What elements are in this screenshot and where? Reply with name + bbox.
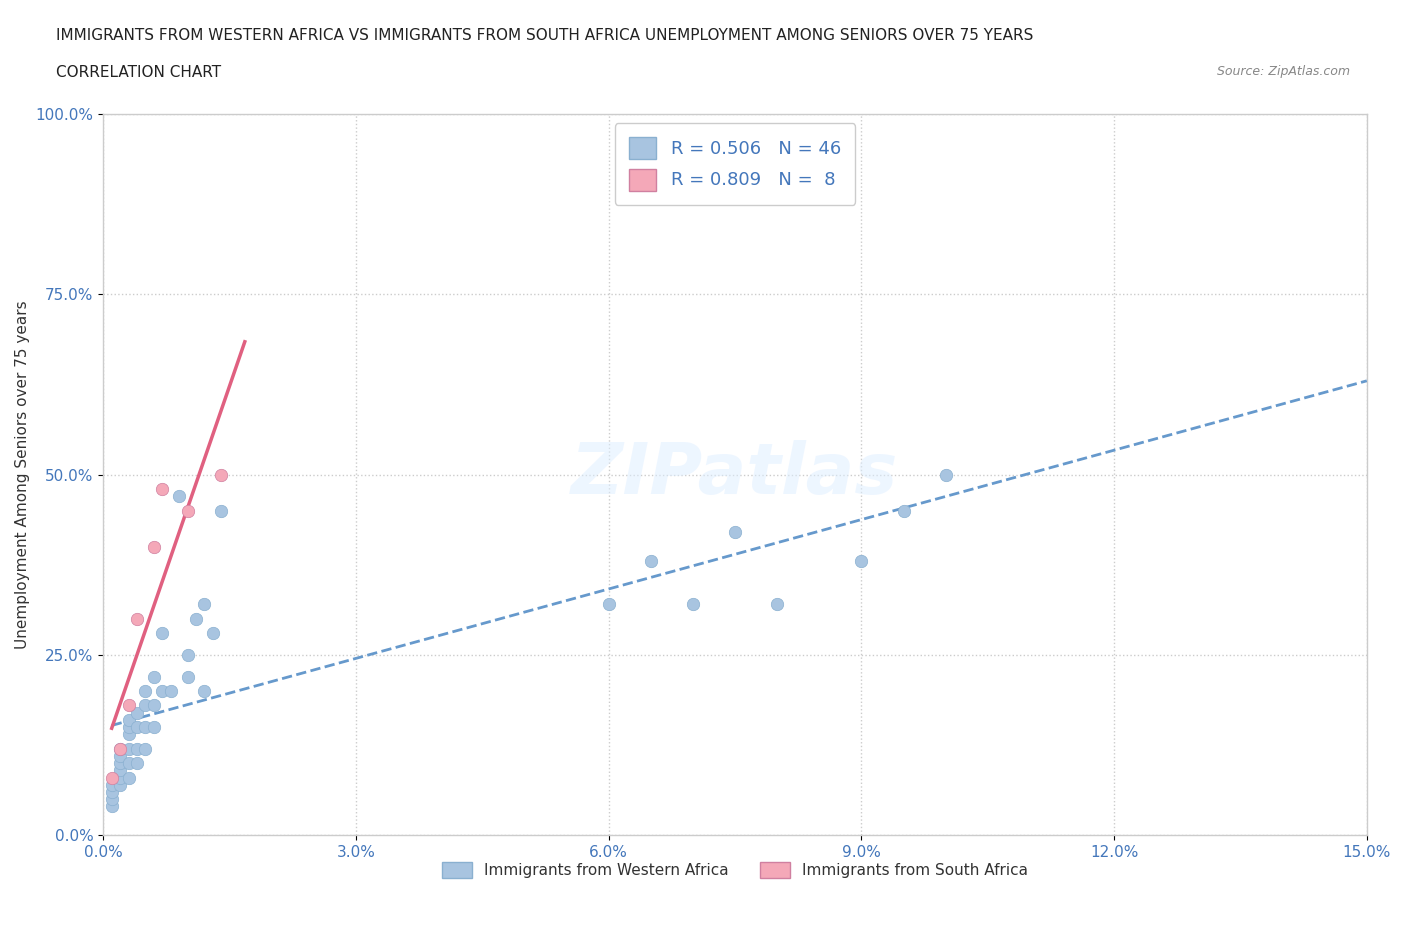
- Point: [724, 525, 747, 539]
- Point: [117, 727, 139, 742]
- Point: [100, 777, 122, 792]
- Point: [935, 467, 957, 482]
- Text: CORRELATION CHART: CORRELATION CHART: [56, 65, 221, 80]
- Point: [176, 670, 198, 684]
- Y-axis label: Unemployment Among Seniors over 75 years: Unemployment Among Seniors over 75 years: [15, 300, 30, 649]
- Point: [159, 684, 181, 698]
- Legend: Immigrants from Western Africa, Immigrants from South Africa: Immigrants from Western Africa, Immigran…: [441, 862, 1028, 878]
- Point: [125, 705, 148, 720]
- Point: [142, 720, 165, 735]
- Point: [134, 720, 156, 735]
- Point: [100, 791, 122, 806]
- Point: [598, 597, 620, 612]
- Point: [134, 741, 156, 756]
- Text: IMMIGRANTS FROM WESTERN AFRICA VS IMMIGRANTS FROM SOUTH AFRICA UNEMPLOYMENT AMON: IMMIGRANTS FROM WESTERN AFRICA VS IMMIGR…: [56, 28, 1033, 43]
- Point: [193, 684, 215, 698]
- Point: [176, 647, 198, 662]
- Point: [150, 626, 173, 641]
- Point: [100, 785, 122, 800]
- Point: [117, 741, 139, 756]
- Point: [108, 749, 131, 764]
- Point: [209, 467, 232, 482]
- Point: [108, 741, 131, 756]
- Point: [176, 503, 198, 518]
- Point: [125, 612, 148, 627]
- Point: [108, 763, 131, 777]
- Point: [766, 597, 789, 612]
- Point: [117, 698, 139, 713]
- Point: [134, 684, 156, 698]
- Point: [134, 698, 156, 713]
- Point: [108, 756, 131, 771]
- Point: [117, 770, 139, 785]
- Text: ZIPatlas: ZIPatlas: [571, 440, 898, 509]
- Point: [640, 553, 662, 568]
- Point: [108, 777, 131, 792]
- Text: Source: ZipAtlas.com: Source: ZipAtlas.com: [1216, 65, 1350, 78]
- Point: [108, 741, 131, 756]
- Point: [108, 770, 131, 785]
- Point: [142, 670, 165, 684]
- Point: [125, 756, 148, 771]
- Point: [150, 482, 173, 497]
- Point: [150, 684, 173, 698]
- Point: [167, 489, 190, 504]
- Point: [851, 553, 873, 568]
- Point: [193, 597, 215, 612]
- Point: [100, 799, 122, 814]
- Point: [893, 503, 915, 518]
- Point: [142, 698, 165, 713]
- Point: [142, 539, 165, 554]
- Point: [117, 756, 139, 771]
- Point: [100, 770, 122, 785]
- Point: [209, 503, 232, 518]
- Point: [184, 612, 207, 627]
- Point: [125, 741, 148, 756]
- Point: [117, 712, 139, 727]
- Point: [117, 720, 139, 735]
- Point: [201, 626, 224, 641]
- Point: [682, 597, 704, 612]
- Point: [125, 720, 148, 735]
